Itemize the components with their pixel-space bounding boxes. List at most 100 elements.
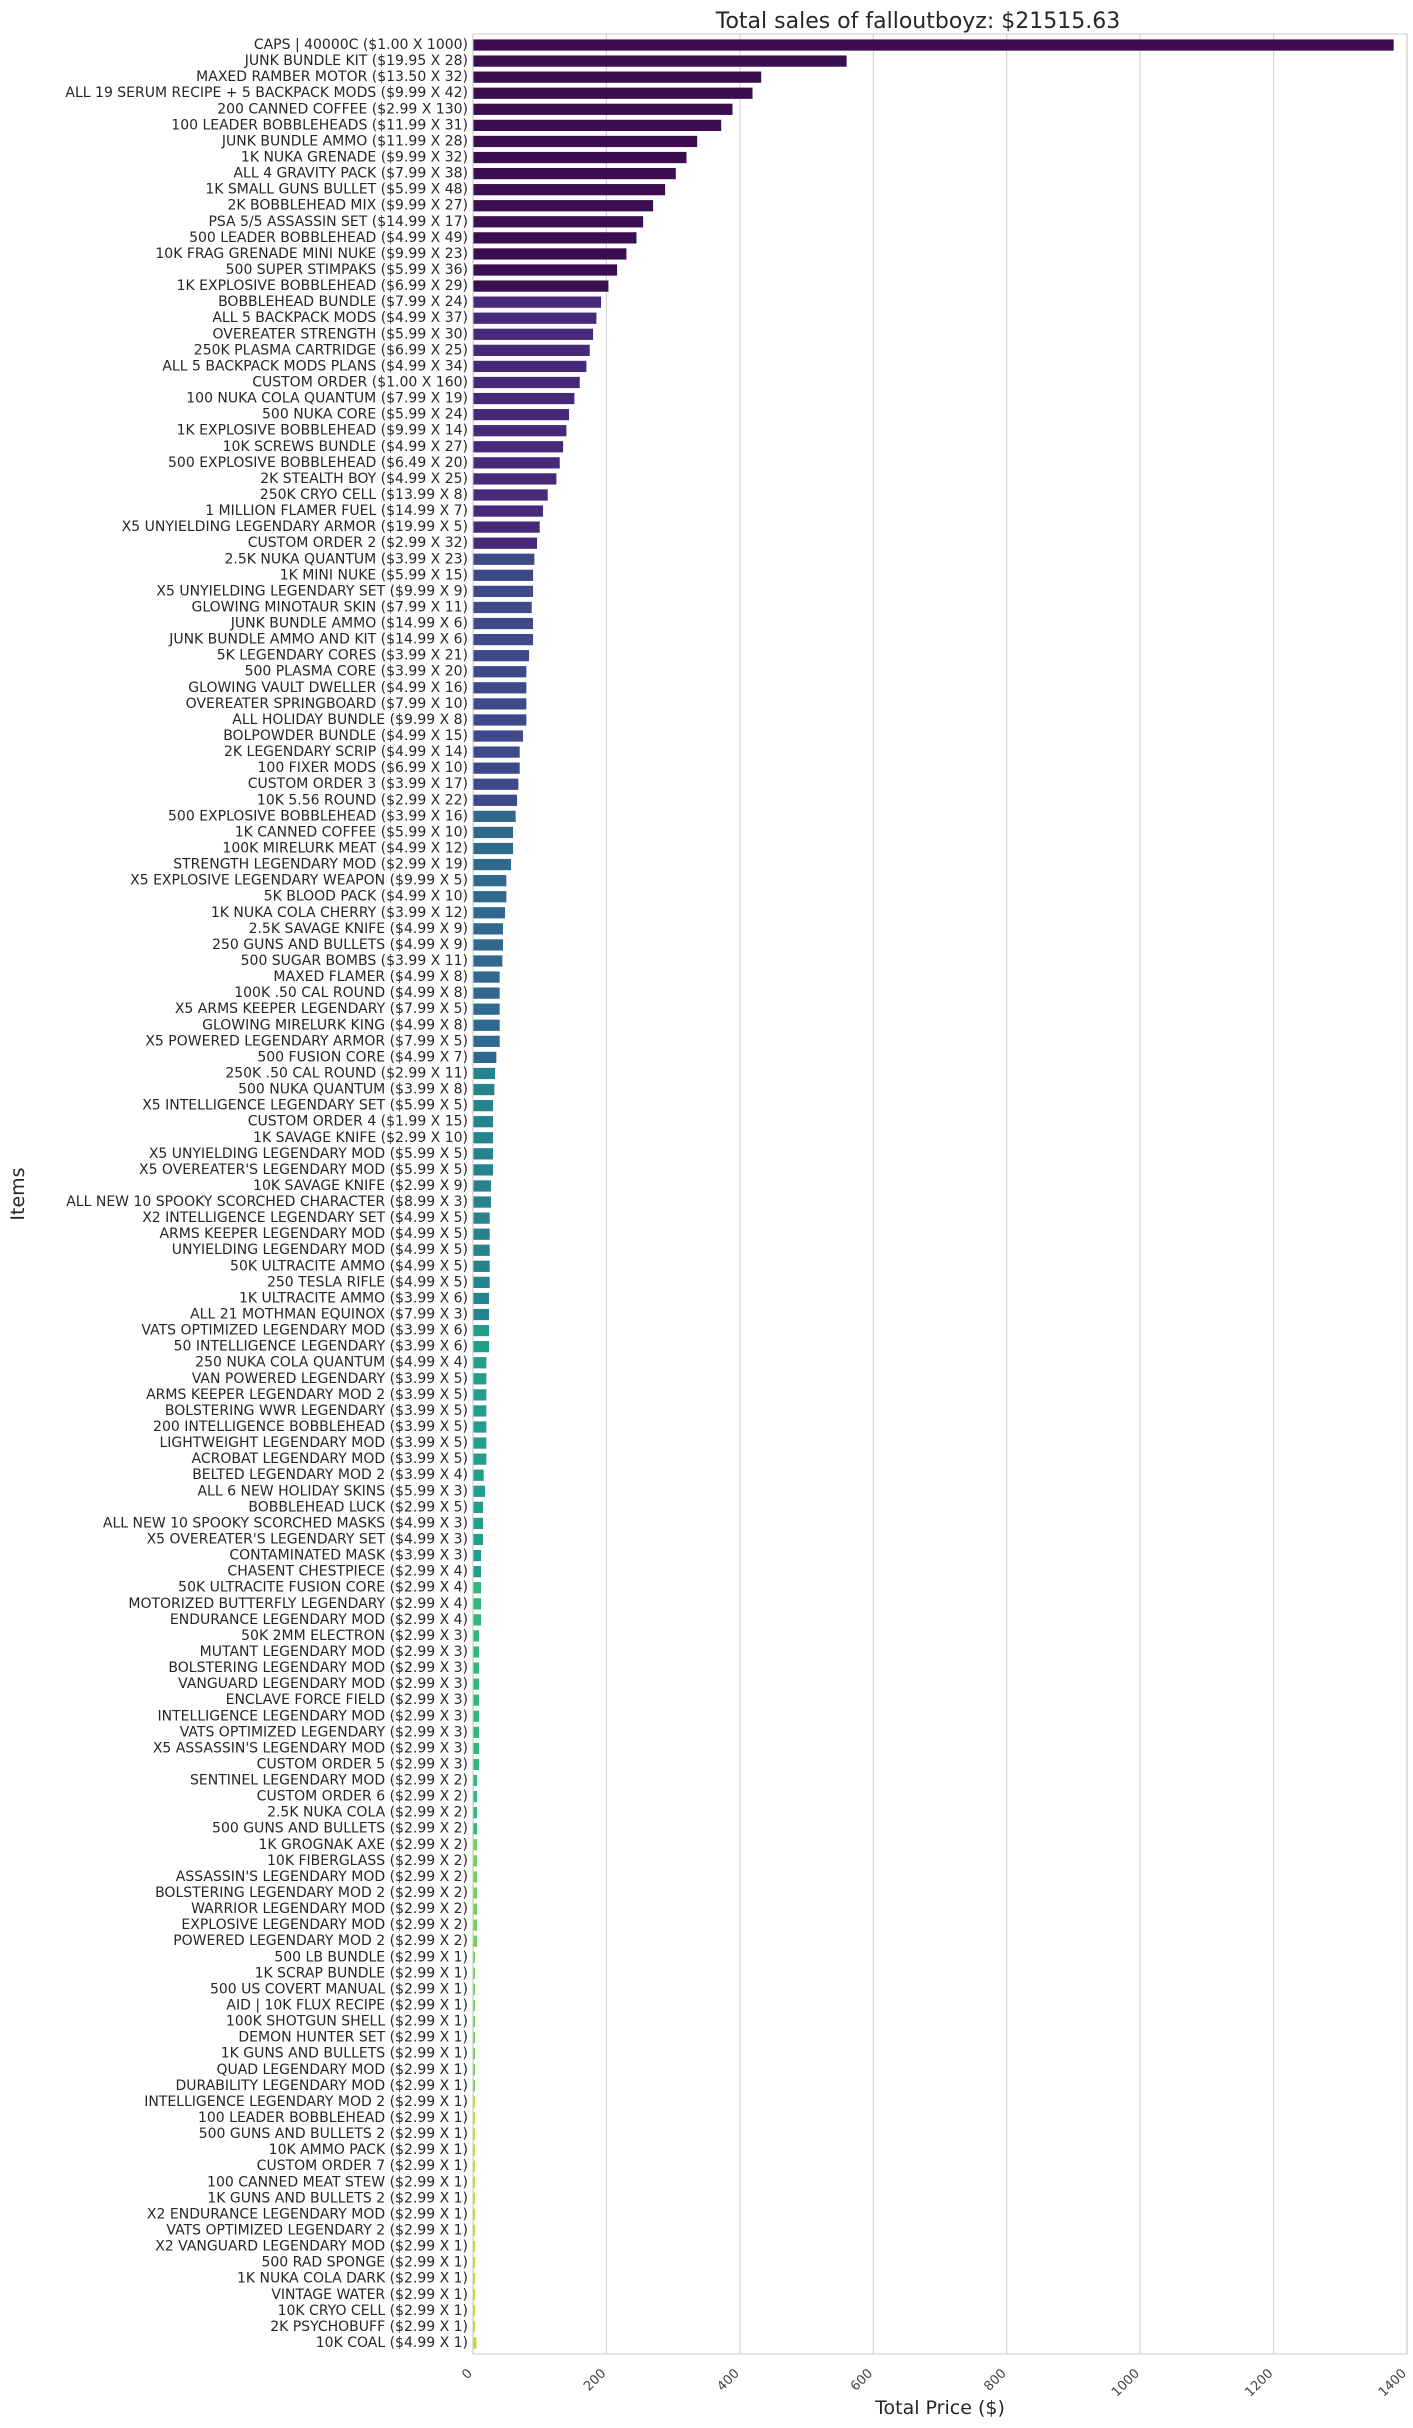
bar <box>473 1582 482 1594</box>
bar <box>473 1646 480 1658</box>
y-tick-label: CUSTOM ORDER 5 ($2.99 X 3) <box>257 1756 468 1772</box>
bar <box>473 1839 478 1851</box>
bar <box>473 1244 490 1256</box>
bar <box>473 505 544 517</box>
y-tick-label: JUNK BUNDLE AMMO AND KIT ($14.99 X 6) <box>168 632 468 648</box>
y-tick-label: ALL 5 BACKPACK MODS PLANS ($4.99 X 34) <box>162 358 468 374</box>
bar <box>473 2112 476 2124</box>
bar <box>473 2176 476 2188</box>
bar <box>473 1903 478 1915</box>
y-tick-label: ALL 4 GRAVITY PACK ($7.99 X 38) <box>233 166 468 182</box>
y-tick-label: X5 INTELLIGENCE LEGENDARY SET ($5.99 X 5… <box>142 1098 468 1114</box>
bar <box>473 2305 476 2317</box>
bar <box>473 2064 476 2076</box>
bar <box>473 1774 478 1787</box>
bar <box>473 1051 497 1064</box>
bar <box>473 489 548 501</box>
y-tick-label: 1K NUKA GRENADE ($9.99 X 32) <box>241 150 468 166</box>
bar <box>473 891 507 903</box>
y-tick-label: VANGUARD LEGENDARY MOD ($2.99 X 3) <box>178 1676 468 1692</box>
bar <box>473 1003 500 1015</box>
bar <box>473 875 507 887</box>
bar <box>473 746 520 758</box>
bar <box>473 1598 482 1610</box>
bar <box>473 1999 476 2012</box>
y-tick-label: VAN POWERED LEGENDARY ($3.99 X 5) <box>192 1371 468 1387</box>
bar <box>473 1694 480 1706</box>
y-tick-label: 500 RAD SPONGE ($2.99 X 1) <box>261 2255 468 2271</box>
y-tick-label: 5K BLOOD PACK ($4.99 X 10) <box>264 889 468 905</box>
bar <box>473 1871 478 1883</box>
y-tick-label: 100K MIRELURK MEAT ($4.99 X 12) <box>222 841 468 857</box>
bar <box>473 553 535 565</box>
bar <box>473 810 516 822</box>
bar <box>473 1341 490 1353</box>
bar <box>473 328 594 340</box>
bar <box>473 392 575 405</box>
bar <box>473 1823 478 1835</box>
y-tick-label: MAXED RAMBER MOTOR ($13.50 X 32) <box>196 69 468 85</box>
y-tick-label: ARMS KEEPER LEGENDARY MOD 2 ($3.99 X 5) <box>146 1387 468 1403</box>
y-tick-label: X5 UNYIELDING LEGENDARY ARMOR ($19.99 X … <box>122 519 468 535</box>
y-tick-label: BOLPOWDER BUNDLE ($4.99 X 15) <box>223 728 468 744</box>
bar <box>473 1855 478 1867</box>
bar <box>473 2337 477 2349</box>
y-tick-label: 500 GUNS AND BULLETS 2 ($2.99 X 1) <box>199 2126 468 2142</box>
bar <box>473 1260 490 1272</box>
y-tick-label: X5 OVEREATER'S LEGENDARY SET ($4.99 X 3) <box>147 1531 468 1547</box>
y-tick-label: ACROBAT LEGENDARY MOD ($3.99 X 5) <box>192 1451 468 1467</box>
chart-title: Total sales of falloutboyz: $21515.63 <box>715 9 1120 34</box>
y-tick-label: 100 FIXER MODS ($6.99 X 10) <box>258 760 469 776</box>
y-tick-label: X5 UNYIELDING LEGENDARY MOD ($5.99 X 5) <box>149 1146 468 1162</box>
y-tick-label: CUSTOM ORDER 2 ($2.99 X 32) <box>248 535 468 551</box>
bar <box>473 698 527 710</box>
y-tick-label: 10K FIBERGLASS ($2.99 X 2) <box>267 1853 468 1869</box>
bar <box>473 1421 487 1433</box>
y-tick-label: JUNK BUNDLE KIT ($19.95 X 28) <box>244 53 468 69</box>
bar <box>473 1790 478 1803</box>
y-tick-label: INTELLIGENCE LEGENDARY MOD ($2.99 X 3) <box>158 1708 468 1724</box>
bar <box>473 1228 490 1240</box>
x-tick-label: 800 <box>981 2366 1009 2394</box>
bar <box>473 2289 476 2301</box>
y-tick-label: X5 EXPLOSIVE LEGENDARY WEAPON ($9.99 X 5… <box>130 873 468 889</box>
y-tick-label: 2.5K NUKA QUANTUM ($3.99 X 23) <box>224 551 468 567</box>
y-tick-label: DEMON HUNTER SET ($2.99 X 1) <box>238 2030 468 2046</box>
y-tick-label: BELTED LEGENDARY MOD 2 ($3.99 X 4) <box>192 1467 468 1483</box>
y-tick-label: CUSTOM ORDER 4 ($1.99 X 15) <box>248 1114 468 1130</box>
bar <box>473 633 534 646</box>
bar <box>473 1983 476 1996</box>
bar <box>473 1196 492 1208</box>
bar <box>473 2256 476 2269</box>
y-tick-label: DURABILITY LEGENDARY MOD ($2.99 X 1) <box>176 2078 468 2094</box>
bar <box>473 135 698 148</box>
y-tick-label: 250 TESLA RIFLE ($4.99 X 5) <box>267 1274 468 1290</box>
bar <box>473 1887 478 1899</box>
bar <box>473 344 590 356</box>
y-tick-label: ENCLAVE FORCE FIELD ($2.99 X 3) <box>226 1692 468 1708</box>
bar <box>473 1180 492 1192</box>
y-tick-label: ALL 6 NEW HOLIDAY SKINS ($5.99 X 3) <box>197 1483 468 1499</box>
y-tick-label: 2.5K NUKA COLA ($2.99 X 2) <box>267 1805 468 1821</box>
y-tick-label: 500 GUNS AND BULLETS ($2.99 X 2) <box>212 1821 468 1837</box>
x-tick-label: 200 <box>581 2366 609 2394</box>
bar <box>473 939 504 951</box>
bar <box>473 71 762 83</box>
y-tick-label: X2 INTELLIGENCE LEGENDARY SET ($4.99 X 5… <box>142 1210 468 1226</box>
y-tick-label: X2 VANGUARD LEGENDARY MOD ($2.99 X 1) <box>155 2239 468 2255</box>
y-tick-label: MOTORIZED BUTTERFLY LEGENDARY ($2.99 X 4… <box>128 1596 468 1612</box>
y-tick-label: 2K LEGENDARY SCRIP ($4.99 X 14) <box>224 744 468 760</box>
y-tick-label: 1K CANNED COFFEE ($5.99 X 10) <box>235 824 468 840</box>
y-tick-label: VATS OPTIMIZED LEGENDARY 2 ($2.99 X 1) <box>166 2222 468 2238</box>
y-tick-label: 100K SHOTGUN SHELL ($2.99 X 1) <box>226 2014 468 2030</box>
bar <box>473 1373 487 1385</box>
y-tick-label: X5 POWERED LEGENDARY ARMOR ($7.99 X 5) <box>145 1033 468 1049</box>
y-tick-label: BOLSTERING WWR LEGENDARY ($3.99 X 5) <box>165 1403 468 1419</box>
bar <box>473 1035 500 1047</box>
bar <box>473 1726 480 1738</box>
y-tick-label: BOLSTERING LEGENDARY MOD ($2.99 X 3) <box>168 1660 468 1676</box>
y-tick-label: 500 EXPLOSIVE BOBBLEHEAD ($3.99 X 16) <box>168 808 468 824</box>
bar <box>473 1678 480 1690</box>
y-tick-label: CUSTOM ORDER 3 ($3.99 X 17) <box>248 776 468 792</box>
x-tick-labels: 0 200 400 600 800 1000 1200 1400 <box>459 2366 1409 2400</box>
